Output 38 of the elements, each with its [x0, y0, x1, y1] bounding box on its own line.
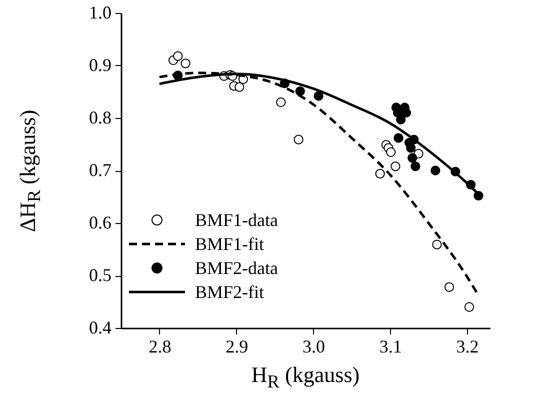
point [432, 240, 442, 250]
point [410, 161, 420, 172]
point [276, 97, 286, 108]
point [295, 86, 305, 96]
legend-label: BMF1-fit [195, 234, 264, 254]
x-tick-label: 2.9 [226, 336, 248, 356]
point [430, 166, 440, 176]
point [396, 114, 406, 124]
point [314, 91, 324, 101]
point [173, 70, 183, 80]
point [386, 147, 396, 157]
point [375, 168, 385, 178]
x-tick-label: 2.8 [148, 336, 172, 356]
y-tick-label: 0.8 [89, 108, 112, 128]
legend-label: BMF1-data [195, 210, 278, 230]
legend-label: BMF2-fit [195, 282, 264, 302]
point [401, 108, 412, 118]
point [408, 153, 418, 163]
y-tick-label: 0.6 [89, 212, 112, 232]
y-tick-label: 0.7 [89, 160, 112, 180]
point [390, 161, 400, 172]
y-tick-label: 0.5 [89, 265, 112, 285]
point [406, 143, 416, 153]
legend-label: BMF2-data [195, 258, 278, 278]
x-axis-title: H$_{R}$ (kgauss) [251, 362, 360, 392]
y-tick-label: 0.4 [89, 318, 112, 338]
y-tick-label: 1.0 [89, 2, 112, 22]
x-tick-label: 3.1 [379, 336, 402, 356]
point [173, 51, 183, 61]
point [180, 58, 190, 68]
x-tick-label: 3.2 [456, 336, 479, 356]
point [444, 282, 454, 292]
point [464, 302, 474, 312]
x-tick-label: 3.0 [302, 336, 325, 356]
point [294, 134, 304, 144]
y-tick-label: 0.9 [89, 55, 112, 75]
point [234, 82, 244, 92]
point [394, 133, 404, 143]
